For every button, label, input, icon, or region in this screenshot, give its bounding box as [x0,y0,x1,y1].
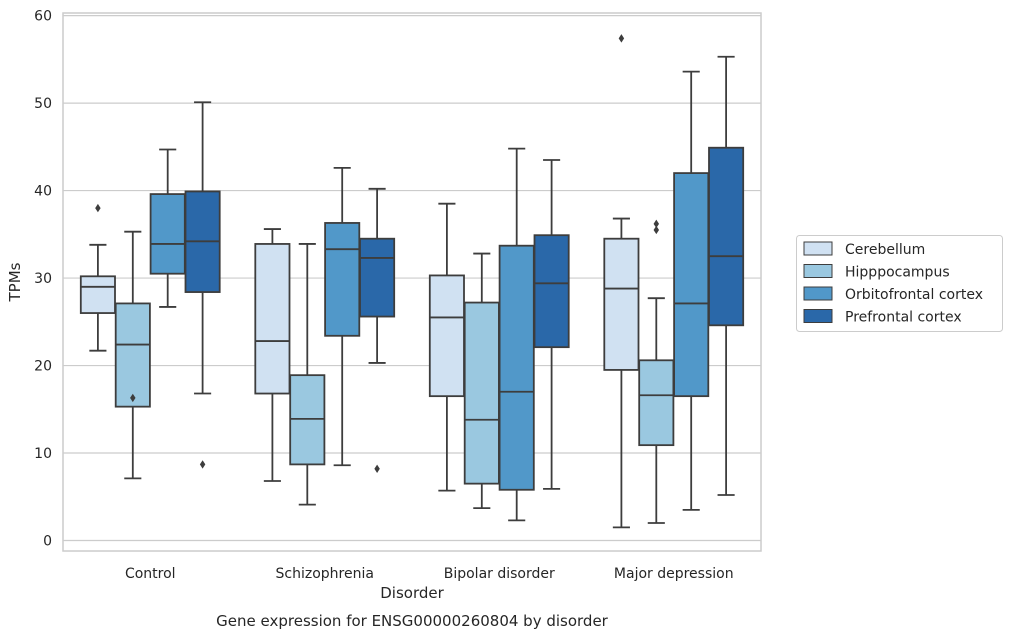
box-iqr [498,244,535,491]
box-iqr [603,237,640,371]
outlier-point [199,460,206,469]
legend-label: Hipppocampus [845,265,950,281]
box-iqr [463,301,500,485]
legend-frame [796,235,1003,332]
legend-label: Orbitofrontal cortex [845,287,983,303]
plot-area-frame [62,12,762,552]
y-gridlines [63,15,761,542]
y-tick-label: 0 [43,534,52,550]
y-tick-label: 40 [34,184,52,200]
y-tick-labels: 0 10 20 30 40 50 60 [34,9,52,550]
legend: Cerebellum Hipppocampus Orbitofrontal cort… [796,235,1003,332]
box-plot [184,101,221,469]
x-tick-label: Control [125,566,176,582]
box-iqr [359,237,396,318]
legend-swatch [803,241,833,256]
outlier-point [95,203,101,213]
box-series-group [79,34,745,529]
box-iqr [673,172,710,398]
box-iqr [324,222,361,337]
box-plot [79,203,116,352]
y-axis-label: TPMs [6,262,24,302]
box-plot [533,159,570,490]
legend-label: Prefrontal cortex [845,310,962,326]
outlier-point [618,34,625,43]
box-series [114,219,675,524]
box-iqr [254,243,291,395]
box-plot [114,230,151,480]
box-plot [638,219,675,524]
box-plot [359,187,396,473]
legend-swatch [803,309,833,323]
box-iqr [638,359,675,447]
box-iqr [114,302,151,408]
box-plot [673,70,710,511]
box-iqr [149,193,186,275]
box-series [149,70,710,522]
x-tick-label: Bipolar disorder [444,566,555,582]
box-plot [498,147,535,522]
y-tick-label: 10 [34,446,52,462]
legend-swatch [803,286,833,301]
box-iqr [428,274,465,398]
x-axis-label: Disorder [380,584,444,602]
outlier-point [374,464,380,473]
chart-caption: Gene expression for ENSG00000260804 by d… [216,612,609,630]
outlier-point [653,219,660,229]
box-plot [324,166,361,467]
outlier-point [130,393,136,403]
y-tick-label: 60 [34,9,52,25]
y-tick-label: 30 [34,271,52,287]
box-series [184,55,745,496]
box-plot [254,228,291,482]
box-iqr [533,234,570,349]
y-tick-label: 20 [34,359,52,375]
legend-swatch [803,264,833,278]
legend-label: Cerebellum [845,242,925,258]
box-plot [708,55,745,496]
x-tick-label: Major depression [614,566,734,582]
box-plot [603,34,640,529]
box-plot [463,252,500,510]
y-tick-label: 50 [34,96,52,112]
outlier-point [653,225,660,235]
box-iqr [79,275,116,314]
x-tick-labels: Control Schizophrenia Bipolar disorder Majo… [125,566,734,582]
box-plot [149,148,186,308]
box-plot [289,243,326,506]
box-iqr [708,146,745,327]
x-tick-label: Schizophrenia [276,566,374,582]
